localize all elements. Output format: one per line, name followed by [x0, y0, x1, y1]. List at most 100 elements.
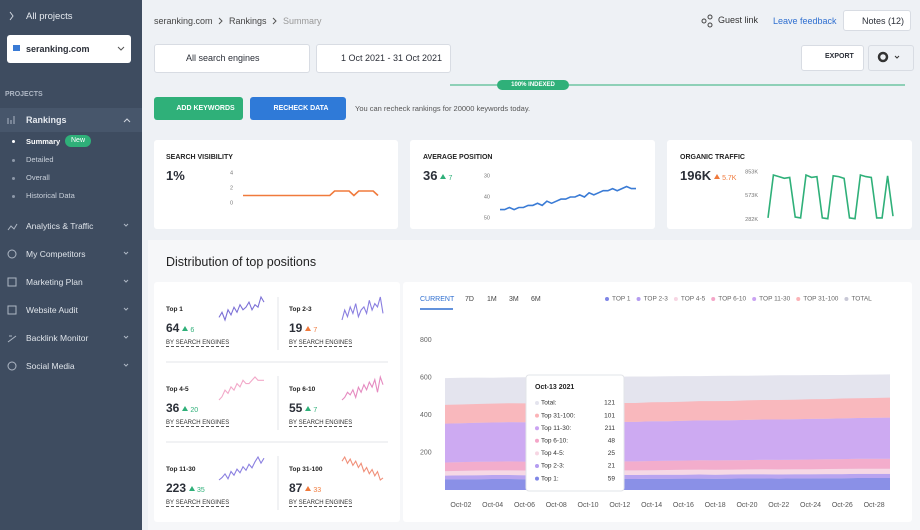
x-tick-label: Oct-08: [546, 502, 567, 509]
engines-link[interactable]: BY SEARCH ENGINES: [166, 420, 230, 427]
engines-link[interactable]: BY SEARCH ENGINES: [289, 340, 353, 347]
chevron: [894, 55, 900, 59]
menu-item[interactable]: Social Media: [26, 361, 75, 371]
trend-arrow: [189, 486, 196, 491]
legend-label: TOP 1: [612, 296, 631, 303]
tooltip-value: 25: [608, 450, 616, 457]
card-value-row: 87 33: [289, 479, 321, 497]
submenu-item[interactable]: Detailed: [26, 155, 54, 164]
card-change: 20: [190, 407, 199, 414]
y-tick-label: 600: [420, 375, 432, 382]
engines-link[interactable]: BY SEARCH ENGINES: [166, 500, 230, 507]
card-title: Top 2-3: [289, 306, 312, 313]
legend-dot: [673, 297, 678, 301]
card-value: 36: [423, 168, 438, 183]
y-tick-label: 200: [420, 449, 432, 456]
submenu-item[interactable]: Summary: [26, 137, 61, 146]
tooltip-dot: [535, 464, 539, 468]
project-select[interactable]: [7, 35, 131, 63]
menu-item[interactable]: Analytics & Traffic: [26, 221, 94, 231]
menu-item[interactable]: My Competitors: [26, 249, 86, 259]
recheck-button[interactable]: RECHECK DATA: [250, 97, 346, 120]
engines-link[interactable]: BY SEARCH ENGINES: [289, 420, 353, 427]
breadcrumb[interactable]: seranking.com: [154, 16, 213, 26]
add-keywords-button[interactable]: ADD KEYWORDS: [154, 97, 243, 120]
tooltip-dot: [535, 426, 539, 431]
y-tick-label: 40: [484, 194, 490, 200]
gear-icon: [877, 51, 889, 63]
x-tick-label: Oct-18: [705, 502, 726, 509]
date-label: 1 Oct 2021 - 31 Oct 2021: [341, 53, 443, 63]
card-value-row: 19 7: [289, 319, 317, 337]
trend-arrow: [305, 406, 312, 411]
engines-link[interactable]: BY SEARCH ENGINES: [289, 500, 353, 507]
menu-item[interactable]: Marketing Plan: [26, 277, 83, 287]
chevron: [123, 118, 131, 123]
position-card: [410, 140, 655, 229]
menu-item[interactable]: Backlink Monitor: [26, 333, 89, 343]
date-select[interactable]: [316, 44, 451, 73]
tooltip-value: 121: [604, 400, 615, 407]
traffic-card: [667, 140, 912, 229]
sparkline: [243, 190, 379, 197]
sidebar: [0, 0, 142, 530]
legend-label: TOTAL: [851, 296, 872, 303]
breadcrumb[interactable]: Rankings: [229, 16, 267, 26]
menu-icons: [7, 116, 18, 371]
settings-button[interactable]: [868, 45, 914, 71]
trend-arrow: [305, 326, 312, 331]
card-value: 196K: [680, 168, 712, 183]
notes-button[interactable]: Notes (12): [843, 10, 911, 31]
tooltip-value: 101: [604, 412, 615, 419]
engine-label: All search engines: [186, 53, 260, 63]
menu-active[interactable]: Rankings: [26, 115, 67, 125]
tooltip-value: 21: [608, 463, 616, 470]
y-tick-label: 282K: [745, 217, 758, 223]
menu-item[interactable]: Website Audit: [26, 305, 78, 315]
new-badge: New: [65, 135, 92, 147]
card-title: Top 31-100: [289, 466, 323, 473]
active-row: [0, 108, 142, 132]
legend-dot: [796, 297, 801, 301]
card-title: Top 4-5: [166, 386, 189, 393]
y-tick-label: 573K: [745, 193, 758, 199]
tooltip-dot: [535, 476, 539, 481]
tooltip-dot: [535, 401, 539, 405]
card-change: 7: [313, 327, 318, 334]
all-projects[interactable]: All projects: [26, 11, 73, 22]
card-value: 1%: [166, 168, 185, 183]
legend-label: TOP 11-30: [759, 296, 790, 303]
sparkline: [218, 455, 265, 481]
tooltip-name: Total:: [541, 400, 557, 407]
x-tick-label: Oct-26: [832, 502, 853, 509]
y-tick-label: 2: [230, 185, 233, 191]
section-label: PROJECTS: [5, 91, 43, 98]
share-icon: [701, 14, 713, 28]
engine-select[interactable]: [154, 44, 310, 73]
range-tab[interactable]: 7D: [465, 296, 474, 303]
x-tick-label: Oct-16: [673, 502, 694, 509]
submenu-item[interactable]: Overall: [26, 173, 50, 182]
engines-link[interactable]: BY SEARCH ENGINES: [166, 340, 230, 347]
range-tab[interactable]: CURRENT: [420, 296, 455, 303]
sparkline: [341, 374, 384, 401]
x-tick-label: Oct-10: [578, 502, 599, 509]
card-change: 7: [448, 175, 453, 182]
sparkline: [341, 296, 384, 321]
legend-label: TOP 31-100: [803, 296, 839, 303]
tooltip-name: Top 31-100:: [541, 412, 576, 419]
range-tab[interactable]: 6M: [531, 296, 541, 303]
card-title: SEARCH VISIBILITY: [166, 154, 233, 161]
sparkline: [218, 376, 264, 401]
tooltip-name: Top 4-5:: [541, 450, 565, 457]
range-tab[interactable]: 3M: [509, 296, 519, 303]
card-value-row: 196K 5.7K: [680, 167, 736, 185]
guest-link[interactable]: Guest link: [718, 15, 759, 25]
feedback-link[interactable]: Leave feedback: [773, 16, 837, 26]
tooltip-value: 59: [608, 475, 616, 482]
submenu-item[interactable]: Historical Data: [26, 191, 75, 200]
trend-arrow: [182, 326, 189, 331]
export-button[interactable]: [801, 45, 864, 71]
range-tab[interactable]: 1M: [487, 296, 497, 303]
